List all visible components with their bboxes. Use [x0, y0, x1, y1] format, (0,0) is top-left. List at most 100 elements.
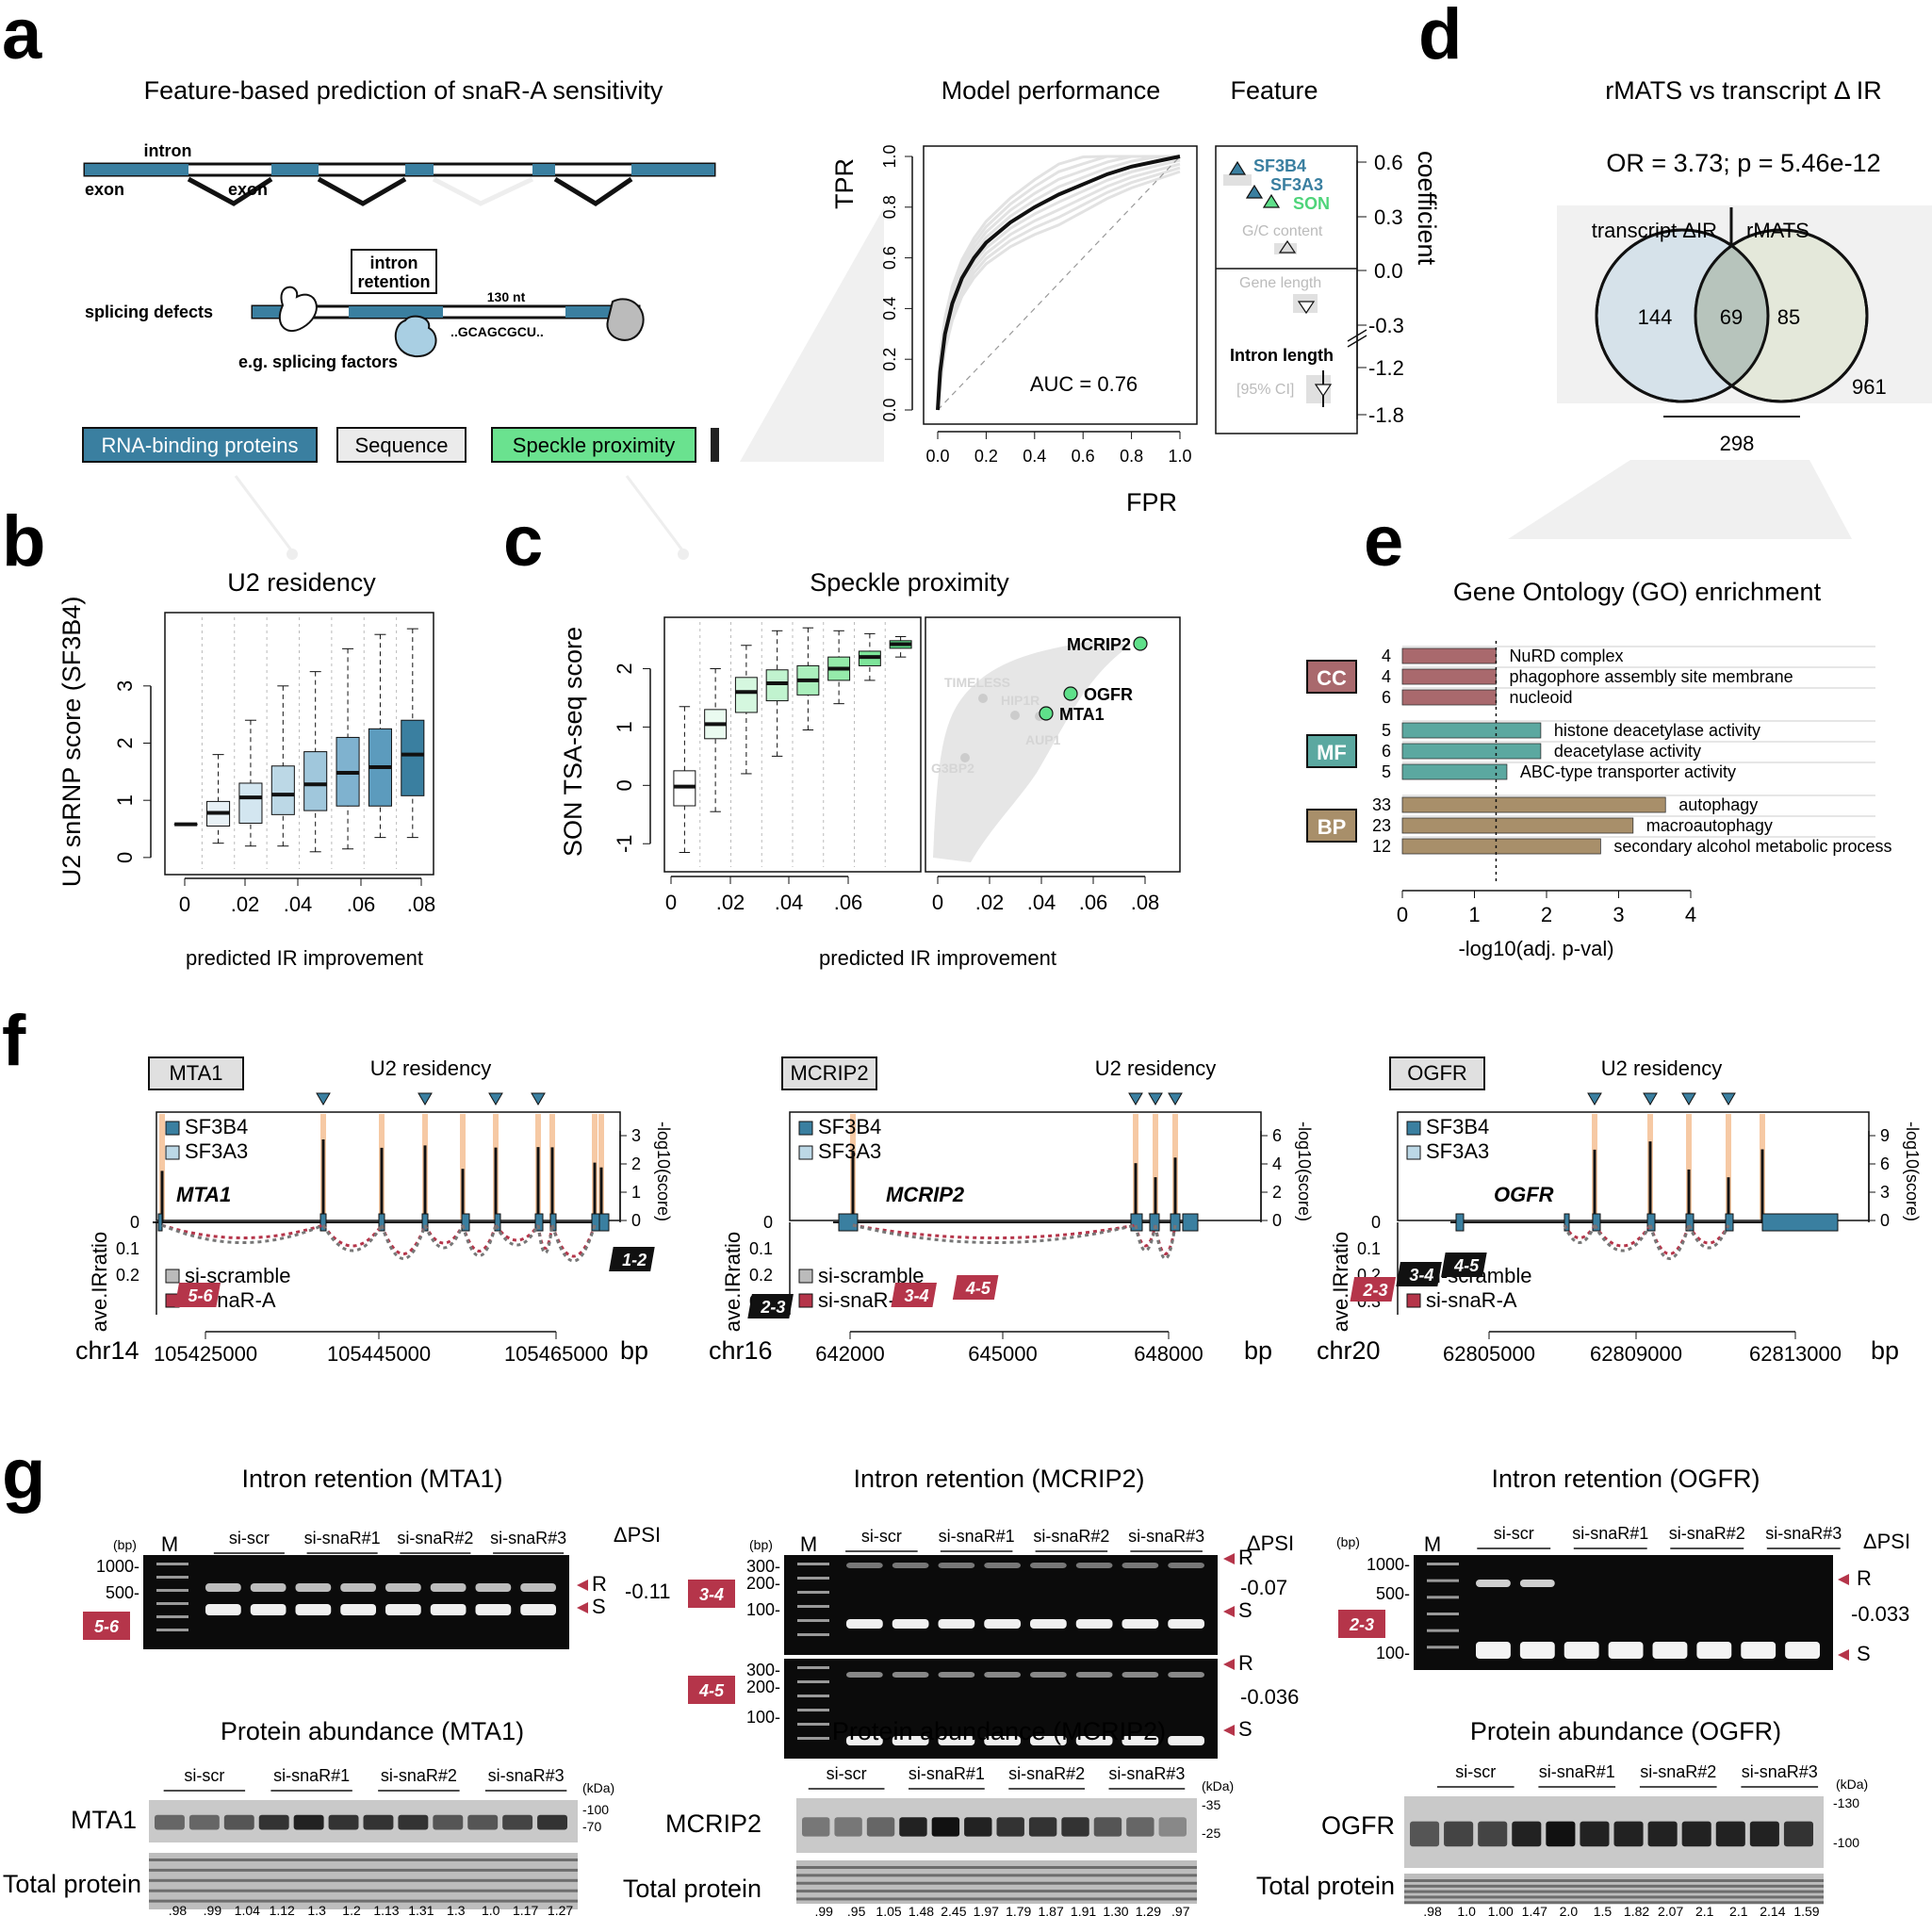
c2-x-tick-label: .06	[1079, 891, 1108, 914]
g-total-label: Total protein	[3, 1870, 141, 1898]
panel-label-c: c	[503, 501, 543, 581]
g-dpsi-value-1: -0.07	[1240, 1576, 1287, 1599]
g-group-label: si-snaR#3	[1765, 1524, 1842, 1543]
go-count: 4	[1382, 667, 1391, 686]
f-ir-tick-label: 0.2	[749, 1266, 773, 1285]
roc-y-tick-label: 0.6	[880, 246, 899, 270]
b-ylabel: U2 snRNP score (SF3B4)	[57, 597, 86, 888]
g-gel-band	[296, 1583, 332, 1592]
f-chr-label: chr16	[709, 1336, 773, 1365]
f-ir-arc-snar	[496, 1225, 538, 1240]
go-count: 4	[1382, 647, 1391, 665]
venn-total: 298	[1720, 432, 1755, 455]
g-blot-band	[329, 1815, 359, 1830]
go-term: secondary alcohol metabolic process	[1613, 837, 1891, 856]
g-blot-band	[1094, 1817, 1122, 1836]
g-blot-band	[398, 1815, 428, 1830]
f-tracks: MTA1 U2 residencySF3B4SF3A3MTA13210 -log10…	[75, 1056, 1922, 1366]
g-gel-band	[520, 1604, 556, 1615]
roc-x-tick-label: 0.6	[1072, 447, 1095, 466]
venn-mid-count: 69	[1720, 305, 1743, 329]
go-bar	[1402, 818, 1633, 833]
g-total-band	[149, 1869, 578, 1872]
g-kda-label: -130	[1833, 1795, 1859, 1810]
f-score-label: -log10(score)	[1903, 1122, 1922, 1221]
f-junction-tag-label: 4-5	[965, 1279, 991, 1298]
g-arrow-r	[1838, 1574, 1849, 1585]
g-gel-band	[984, 1619, 1021, 1629]
g-gel-band	[1609, 1642, 1644, 1659]
go-group-label: CC	[1317, 666, 1347, 690]
f-x-tick-label: 62805000	[1443, 1342, 1535, 1366]
g-gel-band	[1168, 1619, 1204, 1629]
f-ir-tick-label: 0	[130, 1213, 139, 1232]
g-blot-band	[364, 1815, 394, 1830]
g-total-label: Total protein	[623, 1875, 761, 1903]
g-blot-band	[1546, 1822, 1575, 1847]
g-quant: .95	[847, 1904, 866, 1916]
g-blot-band	[1159, 1817, 1187, 1836]
go-term: histone deacetylase activity	[1554, 721, 1760, 740]
feature-sf3a3: SF3A3	[1270, 175, 1323, 194]
f-legend-scramble-swatch	[799, 1269, 812, 1283]
f-exon	[1183, 1214, 1198, 1231]
g-gel-band	[1168, 1672, 1204, 1678]
f-ir-arc-scramble	[1650, 1225, 1689, 1259]
box-y-tick-label: 0	[113, 852, 137, 863]
g-total-band	[149, 1879, 578, 1882]
f-legend-sf3b4: SF3B4	[1426, 1115, 1489, 1138]
coef-ylabel: coefficient	[1413, 151, 1441, 266]
f-legend-snar-swatch	[799, 1294, 812, 1307]
box-body	[304, 752, 327, 811]
g-junction-tag-label: 5-6	[94, 1617, 120, 1636]
g-quant: 1.0	[482, 1903, 500, 1916]
g-kda-label: -70	[582, 1819, 601, 1834]
c-label-ogfr: OGFR	[1084, 685, 1133, 704]
g-ir-title: Intron retention (MCRIP2)	[853, 1465, 1144, 1493]
box-x-tick-label: 0	[179, 892, 190, 916]
f-score-tick-label: 1	[631, 1183, 641, 1202]
c2-x-tick-label: .04	[1027, 891, 1056, 914]
g-gel-band	[476, 1583, 512, 1592]
roc-y-tick-label: 0.8	[880, 195, 899, 219]
g-bp: (bp)	[1336, 1534, 1360, 1549]
g-quant: 1.29	[1136, 1904, 1161, 1916]
g-blot-band	[1444, 1822, 1473, 1847]
f-junction-tag-label: 4-5	[1453, 1256, 1480, 1275]
g-group-label: si-snaR#2	[1008, 1764, 1085, 1783]
f-ir-tick-label: 0	[763, 1213, 773, 1232]
g-dpsi-value: -0.11	[625, 1580, 671, 1603]
g-total-band	[796, 1882, 1197, 1885]
panel-label-g: g	[2, 1434, 45, 1515]
g-bp: (bp)	[749, 1537, 773, 1552]
g-dpsi: ΔPSI	[1247, 1531, 1294, 1555]
f-exon	[158, 1214, 162, 1231]
box-y-tick-label: 1	[113, 794, 137, 806]
g-mcrip2: Intron retention (MCRIP2)si-scr si-snaR#1…	[623, 1465, 1299, 1916]
f-score-tick-label: 2	[1272, 1183, 1282, 1202]
zoom-wedge-d	[1508, 460, 1852, 539]
g-group-label: si-scr	[1494, 1524, 1534, 1543]
g-blot-band	[1061, 1817, 1089, 1836]
g-dpsi: ΔPSI	[1863, 1530, 1910, 1553]
g-blot-band	[155, 1815, 185, 1830]
g-blot-band	[802, 1817, 829, 1836]
g-ladder-band	[797, 1563, 829, 1565]
zoom-wedge-a	[740, 207, 884, 462]
f-x-tick-label: 105465000	[504, 1342, 608, 1366]
g-blot-band	[1410, 1822, 1439, 1847]
g-quant: 2.14	[1760, 1904, 1785, 1916]
g-group-label: si-snaR#2	[1033, 1527, 1109, 1546]
f-ir-tick-label: 0.1	[749, 1239, 773, 1258]
f-ir-label: ave.IRratio	[721, 1232, 745, 1332]
f-score-tick-label: 9	[1880, 1126, 1890, 1145]
box-y-tick-label: 0	[613, 779, 636, 791]
g-arrow	[1223, 1659, 1235, 1670]
f-legend-sf3a3-swatch	[166, 1146, 179, 1159]
sequence-feature-label: Sequence	[354, 434, 448, 457]
g-total-band	[1404, 1879, 1824, 1882]
f-ir-arc-scramble	[853, 1225, 1136, 1243]
f-score-label: -log10(score)	[1295, 1122, 1314, 1221]
feature-box-end	[711, 428, 719, 462]
f-ir-label: ave.IRratio	[1329, 1232, 1352, 1332]
